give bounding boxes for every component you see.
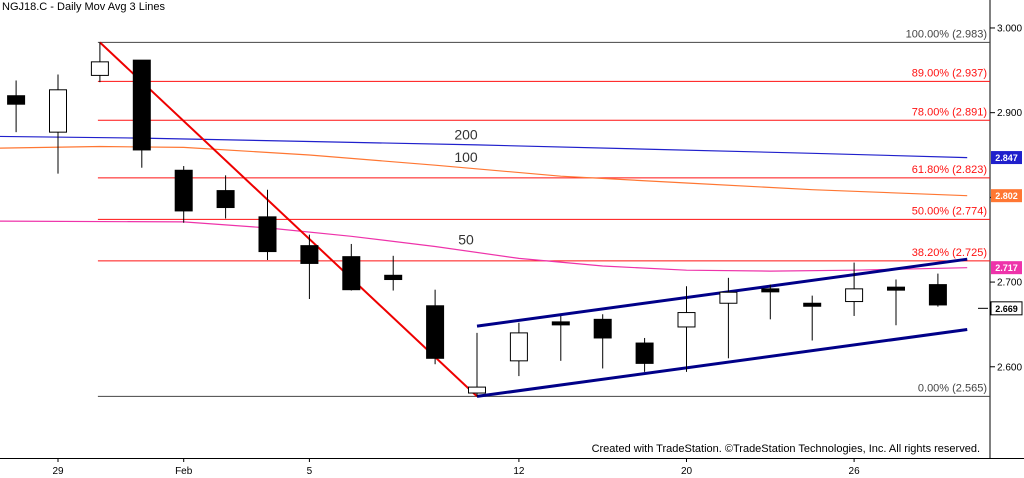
candle-body-down (216, 190, 235, 209)
channel-lower-line (476, 328, 968, 398)
last-price-tag (990, 301, 1023, 316)
candle-body-down (593, 318, 612, 339)
candle-body-up (509, 332, 528, 362)
candle-body-up (468, 386, 486, 394)
x-tick-label: Feb (175, 466, 193, 477)
candle-body-up (719, 291, 738, 304)
ma-200-value-tag (991, 151, 1022, 165)
ma-100-line (0, 145, 968, 197)
y-tick-label: 3.000 (997, 23, 1022, 34)
candle-body-down (761, 288, 780, 293)
candle-body-down (342, 256, 361, 291)
candle-body-down (384, 274, 403, 281)
fib-level-label: 61.80% (2.823) (912, 164, 987, 176)
candle-body-down (635, 342, 654, 364)
ma-100-value-text: 2.802 (995, 191, 1018, 201)
ma-50-value-text: 2.717 (995, 263, 1018, 273)
ma-50-value-tag (991, 261, 1022, 275)
fib-level-label: 38.20% (2.725) (912, 247, 987, 259)
chart-title: NGJ18.C - Daily Mov Avg 3 Lines (2, 1, 166, 13)
last-price-text: 2.669 (995, 304, 1018, 314)
candle-body-down (300, 245, 319, 264)
ma-200-label: 200 (454, 126, 478, 142)
candle-body-down (928, 284, 947, 306)
candle-body-down (551, 321, 570, 326)
fib-level-label: 78.00% (2.891) (912, 106, 987, 118)
candle-body-down (803, 302, 822, 307)
x-tick-label: 29 (52, 466, 64, 477)
x-tick-label: 12 (513, 466, 525, 477)
fib-level-label: 89.00% (2.937) (912, 67, 987, 79)
fib-level-label: 100.00% (2.983) (906, 28, 987, 40)
y-tick-label: 2.600 (997, 362, 1022, 373)
candle-body-down (7, 95, 26, 105)
x-tick-label: 5 (307, 466, 313, 477)
candle-body-down (132, 59, 151, 151)
candle-body-down (258, 216, 277, 253)
candle-body-up (677, 312, 696, 328)
candle-body-up (90, 61, 109, 76)
candle-body-down (174, 169, 193, 212)
candle-body-down (426, 305, 445, 359)
ma-200-value-text: 2.847 (995, 153, 1018, 163)
x-tick-label: 20 (681, 466, 693, 477)
ma-50-label: 50 (458, 231, 474, 247)
candle-body-down (887, 286, 905, 291)
y-tick-label: 2.700 (997, 278, 1022, 289)
fib-level-label: 0.00% (2.565) (918, 382, 987, 394)
ma-100-label: 100 (454, 149, 478, 165)
candle-body-up (49, 89, 67, 133)
y-tick-label: 2.900 (997, 108, 1022, 119)
ma-50-line (0, 220, 968, 272)
ma-100-value-tag (991, 189, 1022, 203)
tradestation-credit: Created with TradeStation. ©TradeStation… (591, 443, 980, 455)
candle-body-up (845, 288, 864, 303)
x-tick-label: 26 (849, 466, 861, 477)
downtrend-line (99, 41, 478, 398)
fib-level-label: 50.00% (2.774) (912, 205, 987, 217)
